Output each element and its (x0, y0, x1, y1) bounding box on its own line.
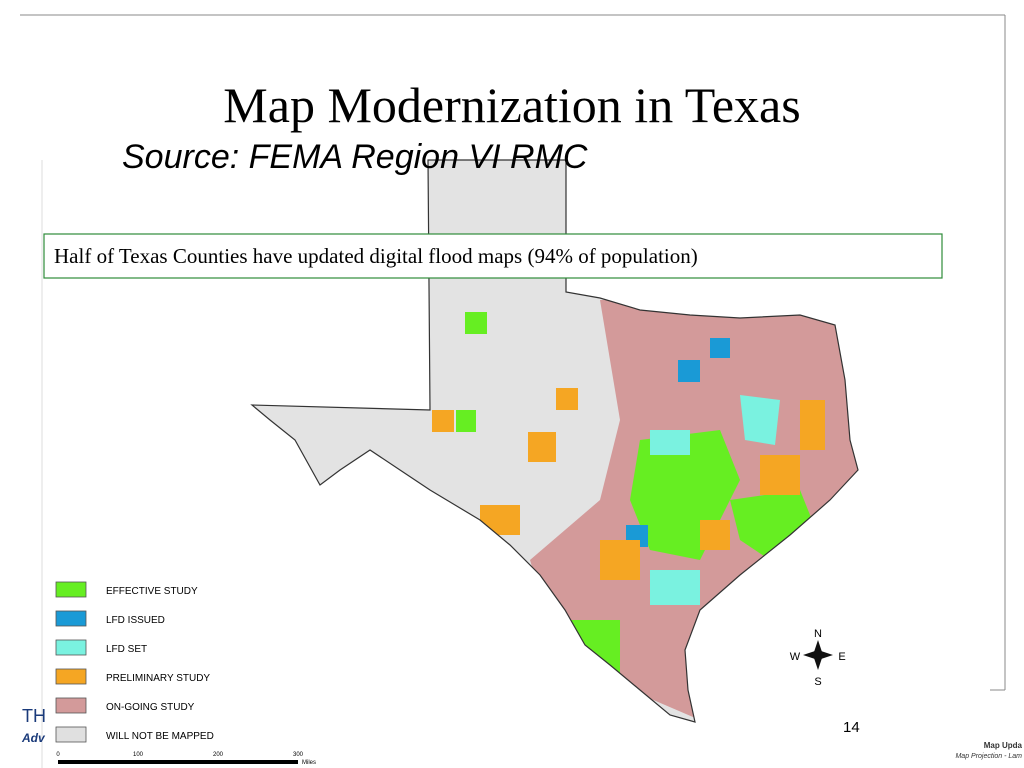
compass-w: W (790, 651, 801, 663)
county-fill (432, 410, 454, 432)
legend-label: ON-GOING STUDY (106, 702, 195, 713)
county-fill (560, 620, 620, 680)
county-fill (650, 570, 700, 605)
logo-line1: TH (22, 706, 46, 726)
logo-line2: Adv (21, 731, 46, 745)
scale-label: 100 (133, 752, 144, 758)
scale-unit: Miles (302, 760, 316, 766)
legend-swatch (55, 668, 87, 685)
county-fill (760, 455, 800, 495)
county-fill (528, 432, 556, 462)
legend-label: EFFECTIVE STUDY (106, 586, 198, 597)
scale-label: 300 (293, 752, 304, 758)
scale-bar-line (58, 760, 298, 764)
scale-label: 0 (56, 752, 60, 758)
county-fill (700, 520, 730, 550)
county-fill (600, 540, 640, 580)
scale-bar: 0 100 200 300 Miles (56, 752, 316, 766)
legend: EFFECTIVE STUDY LFD ISSUED LFD SET PRELIMIN… (44, 572, 244, 752)
callout-text: Half of Texas Counties have updated digi… (54, 244, 698, 268)
county-fill (556, 388, 578, 410)
scale-label: 200 (213, 752, 224, 758)
page-number: 14 (843, 719, 860, 736)
legend-swatch (55, 697, 87, 714)
compass-s: S (814, 676, 821, 688)
legend-label: WILL NOT BE MAPPED (106, 731, 214, 742)
county-fill (456, 410, 476, 432)
county-fill (710, 338, 730, 358)
map-projection: Map Projection - Lam (955, 753, 1022, 760)
slide-subtitle: Source: FEMA Region VI RMC (122, 138, 588, 176)
legend-swatch (55, 639, 87, 656)
county-fill (650, 430, 690, 455)
legend-swatch (55, 610, 87, 627)
compass-n: N (814, 628, 822, 640)
county-fill (740, 395, 780, 445)
county-fill (480, 505, 520, 535)
map-title: Map Upda (984, 741, 1023, 750)
legend-swatch (55, 581, 87, 598)
compass-rose (803, 650, 833, 660)
legend-label: LFD ISSUED (106, 615, 165, 626)
county-fill (800, 400, 825, 450)
legend-swatch (55, 726, 87, 743)
compass-e: E (838, 651, 845, 663)
legend-background (44, 572, 244, 752)
legend-label: LFD SET (106, 644, 147, 655)
texas-outline (250, 159, 859, 723)
callout-box (43, 233, 943, 279)
slide-title: Map Modernization in Texas (223, 77, 800, 133)
compass: N W E S (790, 628, 846, 688)
county-fill (465, 312, 487, 334)
county-fill (678, 360, 700, 382)
legend-label: PRELIMINARY STUDY (106, 673, 210, 684)
